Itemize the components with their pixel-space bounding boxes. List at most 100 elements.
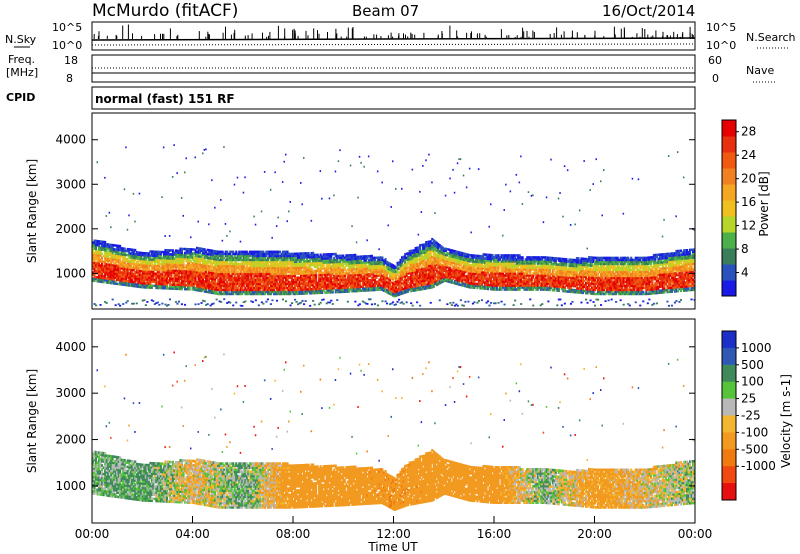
power-cell <box>180 249 183 253</box>
power-cell <box>420 265 423 269</box>
power-cell <box>271 284 274 288</box>
power-cell <box>101 270 104 274</box>
power-nearrange-cell <box>304 300 307 302</box>
power-cell <box>92 245 95 248</box>
power-cell <box>369 254 372 258</box>
power-cell <box>212 267 215 271</box>
power-scatter-cell <box>125 146 127 149</box>
power-cell <box>292 266 295 270</box>
power-scatter-cell <box>357 196 359 199</box>
power-cell <box>226 288 229 292</box>
power-cell <box>378 284 381 287</box>
power-cell <box>330 285 333 288</box>
power-cell <box>134 266 137 270</box>
power-cell <box>247 262 250 266</box>
power-cell <box>205 286 208 289</box>
power-cell <box>223 292 226 296</box>
power-cell <box>254 292 257 296</box>
power-cell <box>301 252 304 255</box>
power-cell <box>122 255 125 258</box>
power-cell <box>177 275 180 279</box>
power-cell <box>361 271 364 274</box>
power-cell <box>262 254 265 258</box>
power-cell <box>334 274 337 278</box>
power-cell <box>180 253 183 257</box>
power-nearrange-cell <box>250 300 253 303</box>
power-scatter-cell <box>334 170 337 173</box>
power-cell <box>226 260 229 264</box>
power-cell <box>98 266 101 269</box>
power-cell <box>414 260 417 264</box>
power-cell <box>268 292 271 296</box>
power-cell <box>351 290 354 293</box>
power-cell <box>99 274 102 277</box>
power-cell <box>173 285 176 288</box>
power-cell <box>251 284 254 288</box>
power-cell <box>458 275 461 278</box>
power-cell <box>410 267 413 271</box>
power-cell <box>310 292 313 295</box>
power-cell <box>146 274 149 277</box>
power-cell <box>333 274 336 278</box>
power-cell <box>248 290 251 294</box>
power-cell <box>382 281 385 284</box>
power-cell <box>289 286 292 290</box>
power-cell <box>324 269 327 272</box>
power-cell <box>241 264 244 268</box>
power-cell <box>224 260 227 264</box>
power-cell <box>294 282 297 286</box>
power-cell <box>129 266 132 269</box>
power-cell <box>339 284 342 288</box>
power-cell <box>272 254 275 258</box>
power-scatter-cell <box>110 226 112 229</box>
power-cell <box>372 282 375 286</box>
power-cell <box>278 274 281 278</box>
power-cell <box>401 288 404 291</box>
power-scatter-cell <box>289 201 291 203</box>
power-cell <box>101 278 104 282</box>
power-cell <box>150 284 153 287</box>
power-cell <box>209 269 212 272</box>
power-cell <box>313 285 316 289</box>
power-cell <box>194 262 197 266</box>
power-cell <box>428 262 431 265</box>
power-scatter-cell <box>376 170 379 173</box>
power-cell <box>156 272 159 276</box>
power-cell <box>244 274 247 278</box>
power-cell <box>465 269 468 272</box>
power-cell <box>96 257 99 261</box>
power-cell <box>125 263 128 267</box>
power-cell <box>223 278 226 282</box>
power-cell <box>149 280 152 283</box>
power-cell <box>295 256 298 259</box>
power-cell <box>327 281 330 284</box>
power-cell <box>459 255 462 259</box>
power-cell <box>107 277 110 280</box>
power-cell <box>158 266 161 270</box>
power-cell <box>275 266 278 270</box>
power-cell <box>300 278 303 281</box>
power-cell <box>352 273 355 277</box>
power-cell <box>117 266 120 270</box>
power-cell <box>283 276 286 280</box>
power-cell <box>399 260 402 264</box>
power-cell <box>309 284 312 287</box>
power-cell <box>229 260 232 264</box>
power-cell <box>205 254 208 257</box>
power-cell <box>303 264 306 267</box>
power-cell <box>331 269 334 272</box>
power-cell <box>319 257 322 260</box>
power-cell <box>209 283 212 286</box>
power-nearrange-cell <box>298 302 301 305</box>
power-cell <box>114 244 117 247</box>
power-cell <box>432 241 435 244</box>
power-cell <box>221 260 224 264</box>
power-cell <box>116 248 119 251</box>
power-cell <box>432 267 435 270</box>
power-cell <box>229 252 232 256</box>
power-cell <box>215 254 218 257</box>
power-cell <box>331 267 334 270</box>
power-cell <box>346 268 349 271</box>
power-cell <box>199 277 202 280</box>
power-cell <box>93 253 96 256</box>
